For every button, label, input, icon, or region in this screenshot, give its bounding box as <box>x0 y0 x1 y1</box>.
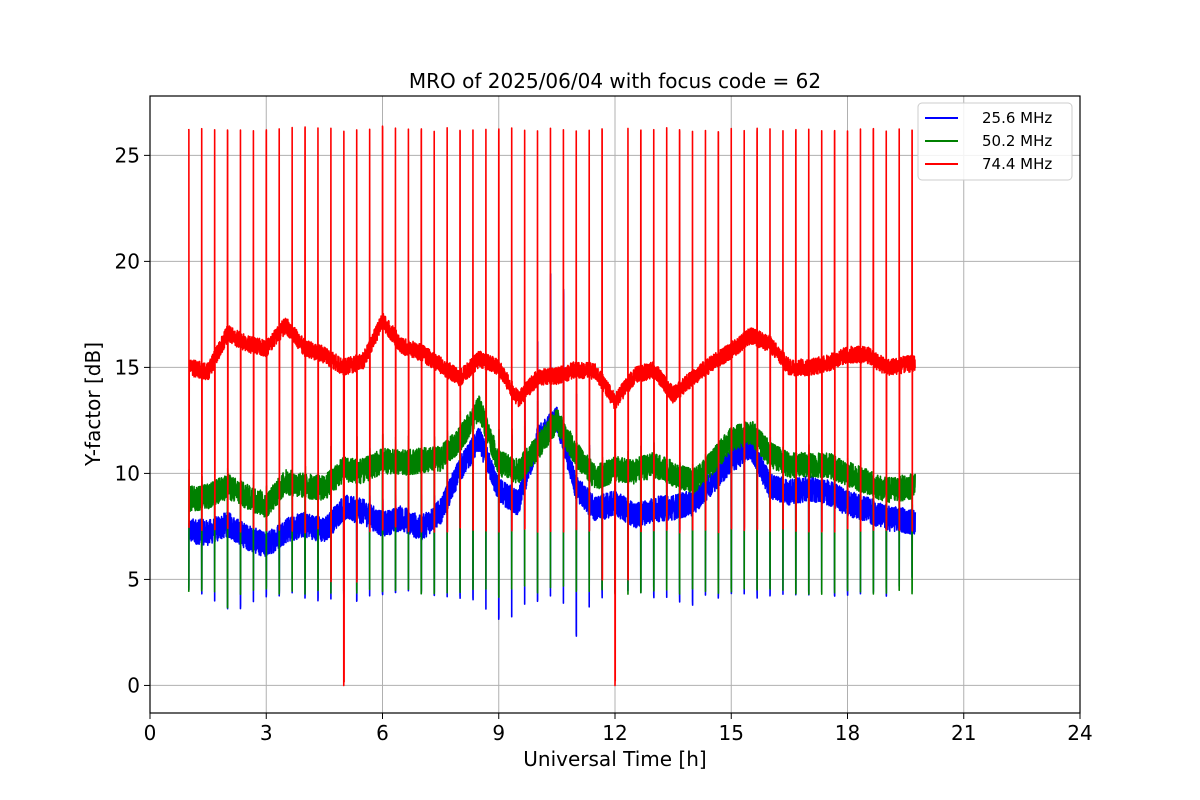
legend-label: 25.6 MHz <box>982 109 1052 127</box>
legend-box <box>917 102 1073 181</box>
legend-label: 74.4 MHz <box>982 155 1052 173</box>
x-tick-label: 6 <box>376 721 389 745</box>
legend-entries: 25.6 MHz 50.2 MHz 74.4 MHz <box>925 109 1052 173</box>
x-tick-label: 9 <box>492 721 505 745</box>
x-tick-label: 24 <box>1067 721 1092 745</box>
x-tick-label: 0 <box>144 721 157 745</box>
x-tick-label: 18 <box>835 721 860 745</box>
y-tick-label: 5 <box>127 567 140 591</box>
y-tick-label: 20 <box>115 249 140 273</box>
y-axis-label: Y-factor [dB] <box>81 342 105 467</box>
y-tick-label: 0 <box>127 673 140 697</box>
series-layer <box>187 125 917 687</box>
chart-title: MRO of 2025/06/04 with focus code = 62 <box>409 69 821 93</box>
x-tick-label: 12 <box>602 721 627 745</box>
legend: 25.6 MHz 50.2 MHz 74.4 MHz <box>917 102 1073 181</box>
ticks-layer: 0 3 6 9 12 15 18 21 24 0 5 10 15 20 25 <box>115 143 1093 745</box>
y-tick-label: 25 <box>115 143 140 167</box>
y-tick-label: 15 <box>115 355 140 379</box>
series-line-50-2-mhz <box>187 368 916 609</box>
legend-label: 50.2 MHz <box>982 132 1052 150</box>
x-axis-label: Universal Time [h] <box>523 747 706 771</box>
x-tick-label: 15 <box>719 721 744 745</box>
series-line-74-4-mhz <box>187 125 917 687</box>
x-tick-label: 3 <box>260 721 273 745</box>
y-tick-label: 10 <box>115 461 140 485</box>
x-tick-label: 21 <box>951 721 976 745</box>
